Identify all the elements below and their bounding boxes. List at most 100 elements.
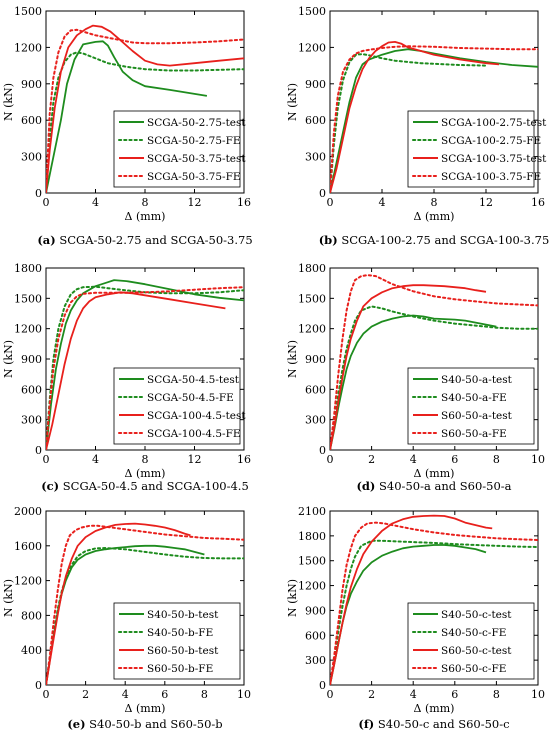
- legend-entry: SCGA-100-3.75-test: [441, 153, 547, 165]
- plot-frame: [45, 510, 245, 686]
- x-tick-label: 8: [201, 688, 208, 701]
- chart-panel-a: 0 4 8 12 16 0 300 600 900 1200 1500 Δ (mm) N (kN) SCG…: [2, 5, 253, 247]
- y-tick-label: 0: [35, 679, 42, 692]
- y-tick-label: 0: [35, 187, 42, 200]
- legend-box: [113, 602, 241, 680]
- y-tick-label: 900: [305, 353, 326, 366]
- x-tick-label: 0: [43, 196, 50, 209]
- x-tick-label: 8: [493, 453, 500, 466]
- x-tick-label: 16: [237, 196, 251, 209]
- legend-box: [407, 110, 535, 188]
- series-line-3: [46, 286, 244, 450]
- panel-letter: (c): [41, 479, 59, 493]
- x-tick-label: 4: [92, 196, 99, 209]
- y-tick-label: 300: [305, 654, 326, 667]
- panel-caption: (d) S40-50-a and S60-50-a: [356, 479, 511, 493]
- legend-entry: S60-50-a-FE: [441, 428, 507, 440]
- panel-caption: (e) S40-50-b and S60-50-b: [67, 717, 222, 731]
- y-tick-label: 0: [319, 187, 326, 200]
- series-line-3: [330, 274, 538, 450]
- x-axis-label: Δ (mm): [125, 467, 166, 480]
- y-tick-label: 600: [21, 383, 42, 396]
- series-line-2: [330, 284, 487, 450]
- x-tick-label: 0: [327, 688, 334, 701]
- x-tick-label: 4: [122, 688, 129, 701]
- x-axis-label: Δ (mm): [414, 210, 455, 223]
- legend-entry: SCGA-50-3.75-FE: [147, 171, 241, 183]
- x-axis-label: Δ (mm): [125, 210, 166, 223]
- y-tick-label: 1800: [298, 530, 326, 543]
- panel-caption-text: SCGA-100-2.75 and SCGA-100-3.75: [341, 233, 549, 247]
- panel-caption-text: S40-50-c and S60-50-c: [378, 717, 510, 731]
- legend-entry: S60-50-b-FE: [147, 663, 213, 675]
- y-tick-label: 300: [305, 151, 326, 164]
- legend-entry: S40-50-a-FE: [441, 392, 507, 404]
- y-tick-label: 1500: [14, 292, 42, 305]
- legend: S40-50-c-test S40-50-c-FE S60-50-c-test S60…: [407, 602, 535, 680]
- x-tick-label: 12: [479, 196, 493, 209]
- x-tick-label: 4: [92, 453, 99, 466]
- panel-letter: (d): [356, 479, 375, 493]
- legend-entry: S40-50-c-FE: [441, 627, 506, 639]
- panel-caption: (f) S40-50-c and S60-50-c: [358, 717, 509, 731]
- y-tick-label: 1800: [298, 262, 326, 275]
- y-tick-label: 300: [21, 414, 42, 427]
- x-tick-label: 2: [82, 688, 89, 701]
- x-tick-label: 2: [368, 688, 375, 701]
- x-tick-label: 0: [327, 196, 334, 209]
- y-tick-label: 900: [21, 78, 42, 91]
- y-tick-label: 300: [305, 414, 326, 427]
- series-line-3: [46, 524, 244, 685]
- x-tick-label: 6: [161, 688, 168, 701]
- series-line-1: [330, 539, 538, 685]
- panel-letter: (e): [67, 717, 85, 731]
- x-tick-label: 0: [327, 453, 334, 466]
- legend: SCGA-50-2.75-test SCGA-50-2.75-FE SCGA-50-…: [113, 110, 246, 188]
- series-line-3: [46, 28, 244, 193]
- x-tick-label: 10: [237, 688, 251, 701]
- y-tick-label: 1200: [298, 41, 326, 54]
- legend-entry: SCGA-100-3.75-FE: [441, 171, 541, 183]
- series-line-2: [46, 24, 244, 193]
- y-tick-label: 300: [21, 151, 42, 164]
- series-line-3: [330, 45, 538, 193]
- x-tick-label: 12: [188, 453, 202, 466]
- legend: SCGA-50-4.5-test SCGA-50-4.5-FE SCGA-100-4…: [113, 367, 246, 445]
- y-tick-label: 900: [21, 353, 42, 366]
- x-tick-label: 4: [410, 453, 417, 466]
- chart-panel-b: 0 4 8 12 16 0 300 600 900 1200 1500 Δ (mm) N (kN) SCG…: [286, 5, 549, 247]
- y-axis-label: N (kN): [286, 340, 299, 378]
- y-tick-label: 600: [21, 114, 42, 127]
- y-tick-label: 1500: [298, 5, 326, 18]
- legend-entry: S60-50-c-test: [441, 645, 512, 657]
- legend-entry: S60-50-c-FE: [441, 663, 506, 675]
- x-tick-label: 4: [379, 196, 386, 209]
- y-tick-label: 0: [319, 444, 326, 457]
- x-tick-label: 8: [142, 453, 149, 466]
- y-tick-label: 600: [305, 114, 326, 127]
- y-tick-label: 1200: [14, 323, 42, 336]
- series-line-1: [46, 51, 244, 193]
- legend-entry: SCGA-50-4.5-FE: [147, 392, 234, 404]
- legend-entry: S40-50-c-test: [441, 609, 512, 621]
- y-tick-label: 800: [21, 609, 42, 622]
- panel-caption: (c) SCGA-50-4.5 and SCGA-100-4.5: [41, 479, 249, 493]
- x-tick-label: 6: [451, 453, 458, 466]
- panel-caption: (b) SCGA-100-2.75 and SCGA-100-3.75: [319, 233, 550, 247]
- series-line-3: [330, 521, 538, 685]
- x-tick-label: 0: [43, 453, 50, 466]
- series-line-0: [46, 40, 208, 193]
- series-line-1: [46, 285, 244, 450]
- series-line-2: [330, 514, 493, 685]
- legend-entry: SCGA-50-3.75-test: [147, 153, 246, 165]
- x-tick-label: 8: [431, 196, 438, 209]
- panel-letter: (b): [319, 233, 338, 247]
- legend-entry: S60-50-a-test: [441, 410, 513, 422]
- series-line-0: [330, 314, 497, 450]
- y-tick-label: 1200: [298, 323, 326, 336]
- y-tick-label: 900: [305, 78, 326, 91]
- legend-box: [407, 367, 535, 445]
- x-tick-label: 6: [451, 688, 458, 701]
- y-tick-label: 1200: [14, 575, 42, 588]
